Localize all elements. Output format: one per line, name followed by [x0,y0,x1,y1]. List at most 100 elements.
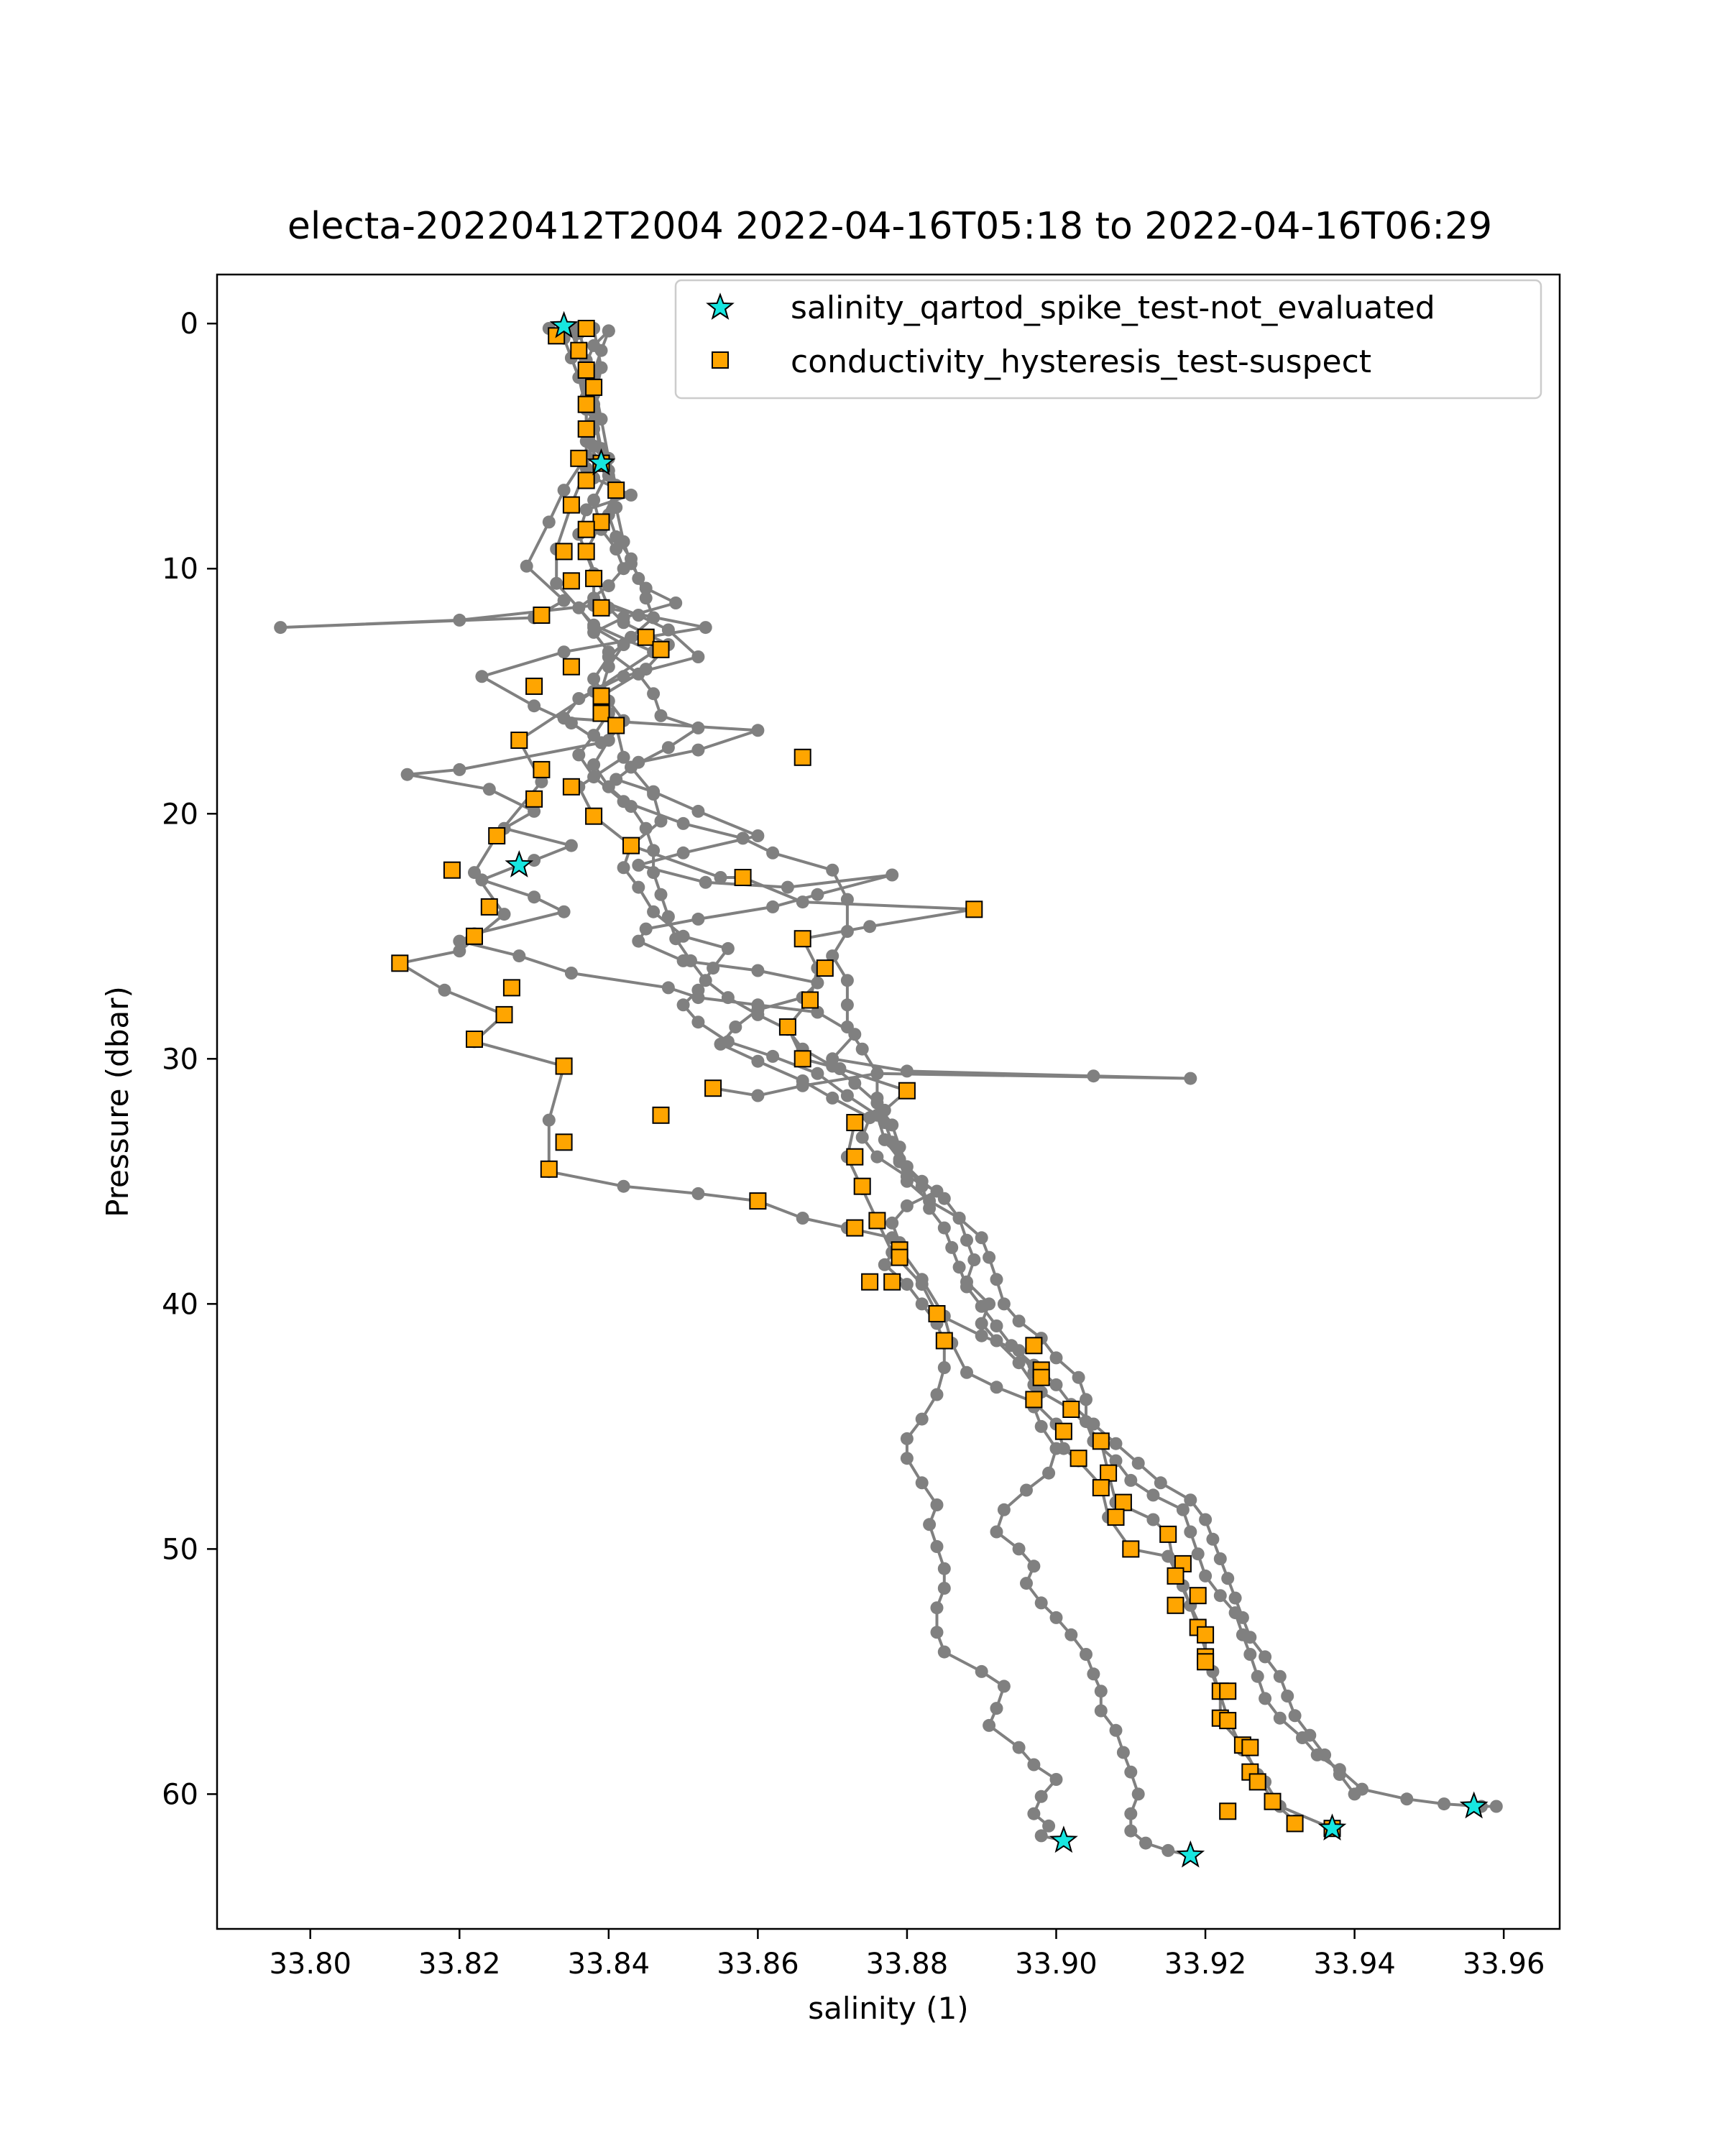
profile-point [952,1261,966,1274]
profile-point [863,920,877,934]
profile-point [654,888,668,901]
profile-point [587,770,601,784]
y-tick-label: 60 [162,1778,198,1811]
profile-point [482,783,496,796]
profile-point [714,871,727,884]
profile-point [453,613,466,627]
suspect-square-marker [562,658,580,676]
profile-point [930,1601,944,1615]
profile-point [840,974,854,987]
profile-point [550,576,564,590]
profile-point [1184,1072,1197,1085]
profile-point [1027,1758,1041,1772]
profile-point [1027,1560,1041,1573]
profile-point [557,905,571,918]
profile-point [475,670,489,683]
suspect-square-marker [1219,1712,1237,1730]
suspect-square-marker [1070,1450,1087,1468]
profile-point [676,816,690,830]
profile-point [915,1476,929,1490]
profile-point [602,734,615,747]
profile-point [937,1192,951,1205]
profile-point [438,983,451,997]
y-axis-ticks: 0 10 20 30 40 50 60 [162,308,217,1811]
suspect-square-marker [801,991,819,1009]
profile-point [632,934,645,948]
suspect-square-marker [861,1273,879,1291]
suspect-square-marker [637,628,655,646]
profile-point [990,1273,1003,1286]
profile-point [1124,1473,1138,1487]
profile-point [990,1334,1003,1348]
profile-point [893,1141,906,1154]
profile-point [960,1280,973,1294]
profile-point [661,981,675,995]
profile-point [990,1525,1003,1539]
profile-point [587,621,601,635]
suspect-square-marker [853,1177,871,1195]
profile-point [952,1212,966,1225]
profile-point [848,1077,862,1090]
profile-point [1049,1442,1063,1455]
profile-point [587,672,601,686]
suspect-square-marker [1219,1682,1237,1700]
profile-point [937,1582,951,1595]
profile-point [572,692,586,705]
profile-point [975,1299,988,1313]
suspect-square-marker [562,572,580,590]
legend-label-not-evaluated: salinity_qartod_spike_test-not_evaluated [791,290,1435,326]
profile-point [1034,1596,1048,1610]
profile-point [1049,1351,1063,1365]
profile-point [840,1021,854,1033]
profile-point [1049,1378,1063,1391]
profile-point [661,910,675,923]
x-tick-label: 33.92 [1164,1948,1247,1981]
x-tick-label: 33.90 [1015,1948,1098,1981]
profile-point [602,780,615,793]
profile-point [1221,1572,1235,1585]
profile-point [1251,1669,1264,1683]
profile-point [721,991,735,1005]
profile-point [625,488,638,502]
profile-point [676,846,690,860]
profile-point [721,941,735,955]
profile-point [453,763,466,776]
profile-point [625,760,638,774]
suspect-square-marker [525,677,543,695]
suspect-square-marker [749,1192,767,1210]
profile-point [886,1216,899,1230]
profile-point [512,949,526,963]
profile-point [886,868,899,882]
profile-point [676,998,690,1012]
profile-point [1259,1692,1272,1705]
not-evaluated-star-marker [549,310,579,338]
y-axis-label: Pressure (dbar) [100,986,135,1217]
suspect-square-marker [577,420,595,438]
profile-point [520,559,533,573]
profile-point [1400,1792,1414,1806]
profile-point [781,880,794,894]
profile-point [528,890,541,904]
profile-point [617,861,630,875]
profile-point [572,601,586,614]
profile-point [594,344,608,357]
profile-point [1303,1728,1317,1742]
profile-point [1176,1503,1190,1516]
suspect-square-marker [794,930,811,948]
suspect-square-marker [555,1133,573,1151]
profile-point [870,1067,884,1080]
suspect-square-marker [652,640,670,658]
suspect-square-marker [502,979,520,997]
profile-point [975,1317,988,1330]
profile-point [669,596,683,609]
profile-point [1184,1525,1197,1539]
profile-point [1034,1829,1048,1843]
x-tick-label: 33.82 [418,1948,501,1981]
profile-point [826,949,840,963]
profile-point [1064,1628,1078,1641]
suspect-square-marker [466,1031,483,1048]
x-tick-label: 33.96 [1463,1948,1545,1981]
profile-point [997,1680,1011,1693]
profile-point [1348,1787,1361,1801]
profile-point [684,954,697,967]
